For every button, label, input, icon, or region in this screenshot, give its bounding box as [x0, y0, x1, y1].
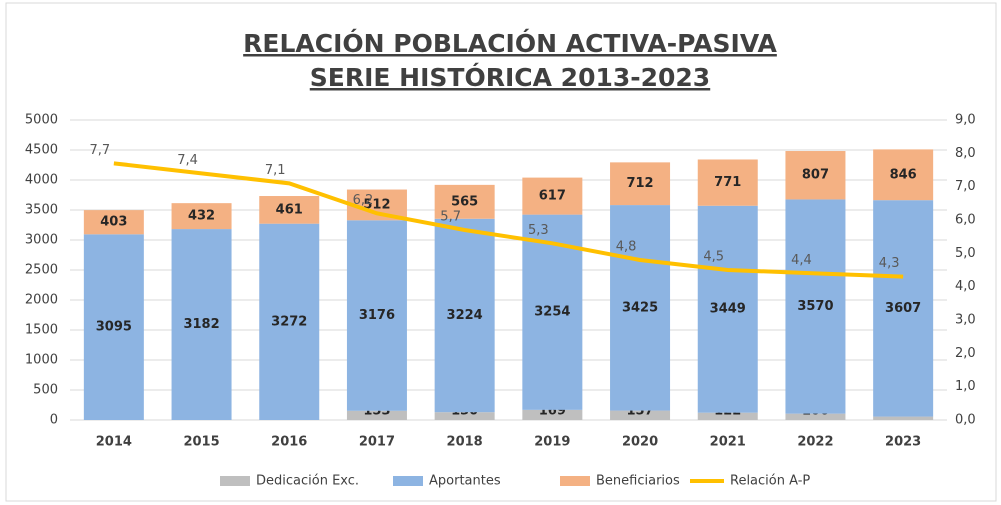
data-label: 3095	[96, 320, 132, 335]
data-label: 3570	[797, 299, 833, 314]
y-tick-label: 0	[50, 413, 58, 428]
bar-segment	[522, 177, 583, 215]
data-label: 771	[714, 175, 741, 190]
bar-segment	[346, 410, 407, 420]
data-label: 3254	[534, 305, 570, 320]
data-label: 3272	[271, 314, 307, 329]
line-label: 6,2	[353, 193, 374, 208]
y-tick-label: 2000	[25, 293, 58, 308]
y-tick-label: 4500	[25, 143, 58, 158]
chart-title: RELACIÓN POBLACIÓN ACTIVA-PASIVA	[243, 28, 777, 58]
x-tick-label: 2017	[359, 435, 395, 450]
bar-segment	[610, 410, 671, 420]
legend-label: Dedicación Exc.	[256, 474, 359, 489]
x-tick-label: 2023	[885, 435, 921, 450]
y2-tick-label: 7,0	[955, 179, 976, 194]
y2-tick-label: 6,0	[955, 213, 976, 228]
data-label: 3449	[710, 302, 746, 317]
line-label: 7,1	[265, 163, 286, 178]
data-label: 617	[539, 189, 566, 204]
data-label: 846	[890, 167, 917, 182]
data-label: 3176	[359, 308, 395, 323]
y2-tick-label: 3,0	[955, 313, 976, 328]
data-label: 3425	[622, 300, 658, 315]
x-tick-label: 2014	[96, 435, 132, 450]
chart-subtitle: SERIE HISTÓRICA 2013-2023	[310, 62, 710, 92]
line-label: 5,3	[528, 223, 549, 238]
line-label: 7,7	[90, 143, 111, 158]
y-tick-label: 1000	[25, 353, 58, 368]
x-tick-label: 2020	[622, 435, 658, 450]
y2-tick-label: 4,0	[955, 279, 976, 294]
line-label: 4,3	[879, 256, 900, 271]
data-label: 3224	[447, 308, 483, 323]
bar-segment	[697, 159, 758, 206]
data-label: 3182	[183, 317, 219, 332]
x-tick-label: 2019	[534, 435, 570, 450]
bar-segment	[785, 413, 846, 420]
y-tick-label: 5000	[25, 113, 58, 128]
y-tick-label: 3000	[25, 233, 58, 248]
x-tick-label: 2022	[797, 435, 833, 450]
data-label: 403	[100, 215, 127, 230]
data-label: 565	[451, 194, 478, 209]
bar-segment	[434, 412, 495, 420]
legend-label: Beneficiarios	[596, 474, 680, 489]
y2-tick-label: 0,0	[955, 413, 976, 428]
bar-segment	[259, 223, 320, 420]
x-tick-label: 2016	[271, 435, 307, 450]
line-label: 4,4	[791, 253, 812, 268]
legend-label: Aportantes	[429, 474, 501, 489]
line-label: 4,5	[703, 250, 724, 265]
legend-swatch	[393, 476, 423, 486]
line-label: 5,7	[440, 210, 461, 225]
y-tick-label: 2500	[25, 263, 58, 278]
bar-segment	[83, 210, 144, 235]
bar-segment	[346, 220, 407, 411]
bar-segment	[697, 412, 758, 420]
legend-swatch	[220, 476, 250, 486]
line-label: 4,8	[616, 240, 637, 255]
data-label: 807	[802, 168, 829, 183]
bar-segment	[873, 200, 934, 417]
legend-label: Relación A-P	[730, 474, 810, 489]
bar-segment	[83, 234, 144, 420]
bar-segment	[171, 203, 232, 230]
bar-segment	[434, 218, 495, 413]
bar-segment	[434, 184, 495, 219]
y2-tick-label: 1,0	[955, 379, 976, 394]
y2-tick-label: 9,0	[955, 113, 976, 128]
data-label: 3607	[885, 301, 921, 316]
bar-segment	[522, 409, 583, 420]
bar-segment	[259, 196, 320, 224]
y-tick-label: 1500	[25, 323, 58, 338]
data-label: 512	[363, 197, 390, 212]
bar-segment	[171, 229, 232, 420]
data-label: 432	[188, 209, 215, 224]
y-tick-label: 4000	[25, 173, 58, 188]
bar-segment	[610, 162, 671, 206]
line-label: 7,4	[177, 153, 198, 168]
bar-segment	[697, 205, 758, 413]
y-tick-label: 500	[33, 383, 58, 398]
data-label: 461	[276, 202, 303, 217]
y2-tick-label: 8,0	[955, 146, 976, 161]
y2-tick-label: 2,0	[955, 346, 976, 361]
bar-segment	[785, 199, 846, 414]
x-tick-label: 2015	[183, 435, 219, 450]
bar-segment	[873, 416, 934, 420]
x-tick-label: 2021	[710, 435, 746, 450]
line	[113, 161, 904, 279]
bar-segment	[873, 149, 934, 201]
legend-swatch	[560, 476, 590, 486]
y2-tick-label: 5,0	[955, 246, 976, 261]
bar-segment	[610, 205, 671, 411]
data-label: 712	[626, 176, 653, 191]
x-tick-label: 2018	[447, 435, 483, 450]
bar-segment	[785, 151, 846, 200]
y-tick-label: 3500	[25, 203, 58, 218]
